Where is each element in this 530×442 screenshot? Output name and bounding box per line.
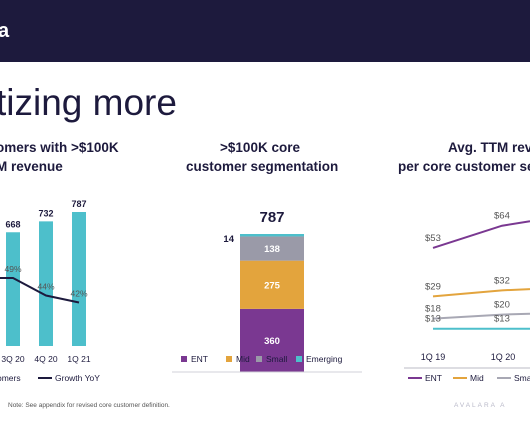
stack-segment-emerging: [240, 234, 304, 237]
left-title-line-1: omers with >$100K: [0, 140, 119, 155]
series-value-label: $18: [425, 304, 441, 315]
series-line: [432, 220, 530, 249]
customer-bar: [6, 232, 20, 346]
customer-bar: [39, 221, 53, 346]
legend-label: Emerging: [306, 354, 343, 364]
legend-label: ENT: [425, 373, 442, 383]
segment-value-label: 14: [223, 234, 234, 245]
bar-value-label: 787: [71, 199, 86, 209]
growth-value-label: 42%: [70, 289, 87, 299]
watermark: AVALARA A: [454, 402, 507, 409]
growth-value-label: 49%: [4, 264, 21, 274]
series-value-label: $29: [425, 281, 441, 292]
stack-segment-small: [240, 236, 304, 261]
legend-label: ENT: [191, 354, 208, 364]
x-tick-label: 1Q 19: [421, 352, 446, 362]
stack-segment-mid: [240, 260, 304, 309]
legend-swatch: [181, 356, 187, 362]
legend-label: Small: [266, 354, 287, 364]
legend-label-growth: Growth YoY: [55, 373, 100, 383]
legend-label-customers: omers: [0, 373, 21, 383]
legend-label: Mid: [236, 354, 250, 364]
series-value-label: $32: [494, 275, 510, 286]
customer-bar: [72, 212, 86, 346]
legend-swatch: [256, 356, 262, 362]
series-value-label: $13: [494, 314, 510, 325]
segment-value-label: 360: [264, 336, 280, 347]
slide-headline: tizing more: [0, 82, 177, 123]
right-title-line-1: Avg. TTM rev: [448, 140, 530, 155]
x-tick-label: 3Q 20: [1, 354, 24, 364]
legend-label: Sma: [514, 373, 530, 383]
x-tick-label: 1Q 21: [67, 354, 90, 364]
top-banner: a: [0, 0, 530, 62]
bar-value-label: 732: [38, 208, 53, 218]
mid-title-line-1: >$100K core: [220, 140, 300, 155]
series-line: [432, 288, 530, 298]
segment-value-label: 275: [264, 280, 281, 291]
right-title-line-2: per core customer se: [398, 159, 530, 174]
series-value-label: $13: [425, 314, 441, 325]
x-tick-label: 4Q 20: [34, 354, 57, 364]
series-line: [432, 312, 530, 320]
growth-value-label: 44%: [37, 282, 54, 292]
stack-total-label: 787: [259, 209, 284, 226]
growth-yoy-line: [0, 277, 80, 304]
segment-value-label: 138: [264, 244, 280, 255]
mid-panel-title: >$100K core customer segmentation: [186, 138, 339, 176]
series-value-label: $64: [494, 211, 510, 222]
left-panel-title: omers with >$100K M revenue: [0, 138, 119, 176]
company-logo-text: a: [0, 20, 10, 42]
right-panel-title: Avg. TTM rev per core customer se: [398, 138, 530, 176]
left-title-line-2: M revenue: [0, 159, 63, 174]
x-tick-label: 1Q 20: [491, 352, 516, 362]
bar-value-label: 668: [5, 219, 20, 229]
series-value-label: $53: [425, 233, 441, 244]
footnote: Note: See appendix for revised core cust…: [8, 402, 170, 409]
legend-swatch: [226, 356, 232, 362]
legend-swatch: [296, 356, 302, 362]
series-value-label: $20: [494, 300, 510, 311]
mid-title-line-2: customer segmentation: [186, 159, 339, 174]
stack-segment-ent: [240, 308, 304, 372]
legend-label: Mid: [470, 373, 484, 383]
